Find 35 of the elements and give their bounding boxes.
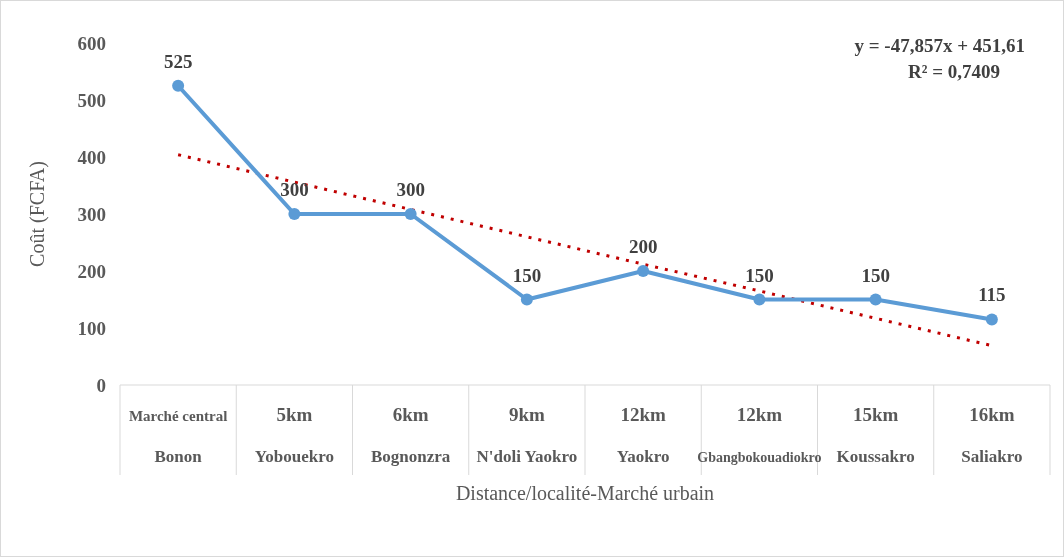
y-tick-label: 600	[77, 32, 106, 54]
y-tick-label: 0	[96, 374, 106, 396]
y-axis-title: Coût (FCFA)	[26, 161, 49, 267]
annotation: R² = 0,7409	[908, 61, 1000, 82]
point	[869, 293, 882, 306]
y-tick-label: 300	[77, 203, 106, 225]
data-label: 200	[628, 236, 658, 257]
data-label: 150	[861, 264, 890, 286]
x-tick-label: 16km Saliakro	[961, 404, 1023, 466]
data-label: 115	[978, 284, 1006, 306]
x-axis-title: Distance/localité-Marché urbain	[455, 482, 715, 504]
point	[637, 265, 650, 277]
x-tick-label: 12km Yaokro	[616, 404, 670, 466]
point	[172, 79, 185, 92]
y-tick-label: 100	[77, 317, 106, 339]
data-label: 150	[512, 264, 542, 286]
data-label: 150	[745, 264, 774, 286]
x-tick-label: 6km Bognonzra	[370, 404, 451, 466]
data-label: 300	[280, 179, 309, 200]
y-tick-label: 500	[77, 89, 106, 111]
point	[404, 208, 417, 220]
data-label: 525	[163, 50, 193, 72]
point	[288, 208, 301, 220]
point	[753, 293, 766, 306]
data-label: 300	[396, 179, 425, 200]
x-tick-label: 9km N'doli Yaokro	[476, 404, 578, 466]
point	[985, 313, 998, 326]
category-label: Marché central Bonon	[128, 408, 228, 466]
annotation: y = -47,857x + 451,61	[854, 35, 1025, 56]
x-tick-label: 5km Yobouekro	[254, 404, 334, 466]
y-tick-label: 200	[77, 260, 106, 282]
point	[520, 293, 533, 306]
y-tick-label: 400	[77, 146, 106, 168]
x-tick-label: 15km Koussakro	[836, 404, 915, 466]
category-label: 12km Gbangbokouadiokro	[697, 404, 822, 465]
